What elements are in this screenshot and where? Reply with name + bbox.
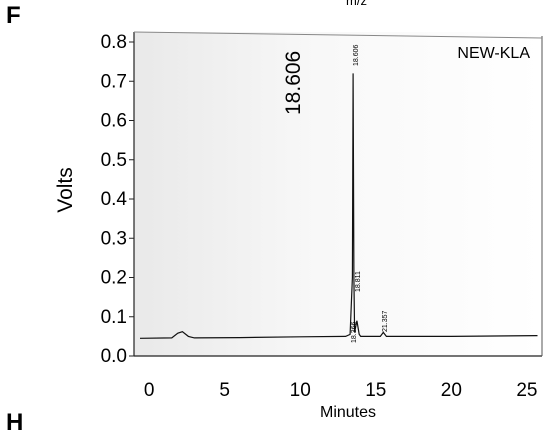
panel-letter-f: F [6, 2, 21, 29]
y-tick-label: 0.8 [101, 32, 127, 53]
peak-retention-label: 21.357 [382, 310, 389, 332]
panel-letter-h: H [6, 409, 24, 436]
sample-label: NEW-KLA [457, 45, 530, 62]
peak-retention-label: 18.606 [353, 44, 360, 66]
x-axis-label: Minutes [320, 404, 377, 421]
axes [133, 31, 543, 357]
tick-group: 0.0 0.1 0.2 0.3 0.4 0.5 0.6 0.7 0.8 0 5 10 15 20 25 [101, 32, 538, 401]
x-tick-label: 0 [144, 380, 155, 401]
y-tick-label: 0.4 [101, 189, 128, 210]
x-tick-label: 20 [441, 380, 462, 401]
x-tick-label: 5 [219, 380, 230, 401]
plot-area [134, 32, 542, 356]
y-tick-label: 0.0 [101, 346, 127, 367]
peak-retention-label: 18.366 [351, 321, 358, 343]
y-tick-label: 0.5 [101, 150, 127, 171]
peak-labels: 18.606 18.366 18.811 21.357 [351, 44, 389, 343]
main-peak-label: 18.606 [282, 51, 305, 115]
x-tick-label: 25 [516, 380, 537, 401]
trace-group [139, 73, 538, 339]
y-tick-label: 0.1 [101, 307, 127, 328]
y-tick-label: 0.7 [101, 71, 127, 92]
peak-retention-label: 18.811 [355, 271, 362, 292]
top-caption: m/z [346, 0, 367, 8]
top-border-line [133, 31, 543, 39]
y-tick-label: 0.3 [101, 228, 127, 249]
y-tick-label: 0.2 [101, 268, 127, 289]
x-tick-label: 10 [290, 380, 311, 401]
x-tick-label: 15 [365, 380, 386, 401]
trace-line [139, 73, 538, 339]
y-tick-label: 0.6 [101, 111, 127, 132]
